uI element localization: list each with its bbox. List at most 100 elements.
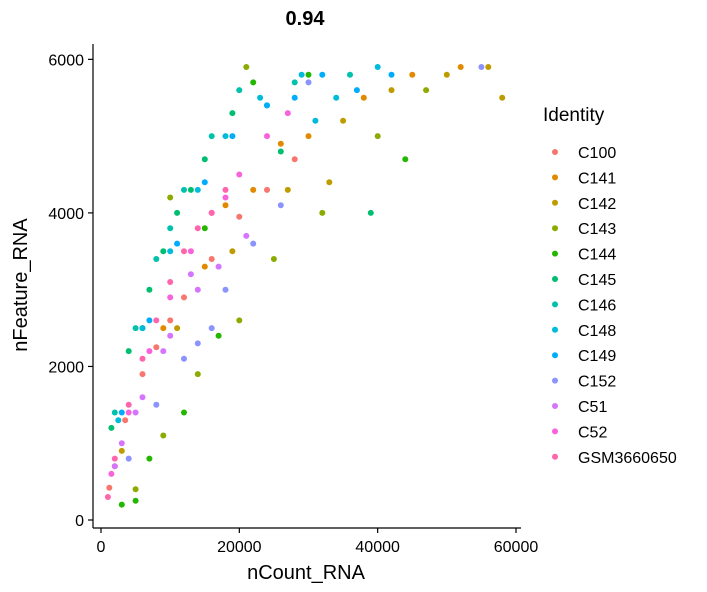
data-point-c100 [167, 317, 174, 324]
data-point-c51 [187, 271, 194, 278]
data-point-c143 [374, 133, 381, 140]
data-point-c145 [277, 148, 284, 155]
data-point-c52 [222, 194, 229, 201]
data-point-c100 [208, 256, 215, 262]
data-point-c52 [284, 110, 291, 117]
points-layer [104, 64, 506, 508]
legend-label-c51: C51 [578, 399, 607, 416]
legend-key-c52 [552, 428, 558, 435]
data-point-gsm3660650 [208, 209, 215, 216]
data-point-c152 [153, 401, 160, 408]
data-point-c144 [181, 409, 187, 416]
data-point-c146 [167, 225, 174, 232]
legend-label-c146: C146 [578, 297, 616, 314]
data-point-c52 [264, 133, 270, 140]
data-point-c152 [250, 240, 257, 247]
data-point-gsm3660650 [111, 455, 118, 462]
data-point-c144 [215, 332, 222, 339]
data-point-c100 [106, 484, 113, 491]
data-point-c149 [388, 71, 395, 78]
data-point-c144 [118, 501, 125, 508]
legend-key-c149 [552, 352, 558, 359]
legend-label-c52: C52 [578, 424, 607, 441]
data-point-c51 [194, 286, 201, 293]
data-point-c148 [167, 248, 174, 255]
data-point-c100 [236, 213, 243, 220]
data-point-c142 [443, 71, 450, 78]
data-point-c141 [160, 325, 167, 332]
data-point-c145 [187, 186, 194, 193]
data-point-c148 [139, 325, 146, 332]
data-point-gsm3660650 [153, 317, 160, 324]
data-point-c146 [111, 409, 118, 416]
data-point-c146 [153, 256, 160, 262]
data-point-c143 [319, 209, 326, 216]
y-tick-label: 2000 [48, 359, 84, 376]
data-point-c142 [284, 186, 291, 193]
data-point-c145 [367, 209, 374, 216]
legend-key-c143 [552, 225, 558, 232]
data-point-c142 [229, 248, 236, 255]
legend-key-gsm3660650 [552, 453, 558, 460]
data-point-c141 [305, 133, 312, 140]
legend-key-c148 [552, 326, 558, 333]
legend-key-c100 [552, 149, 558, 155]
y-tick-label: 4000 [48, 206, 84, 223]
data-point-c149 [291, 94, 298, 101]
data-point-c152 [125, 455, 132, 462]
data-point-c100 [153, 344, 160, 351]
legend-key-c51 [552, 403, 558, 409]
data-point-gsm3660650 [181, 248, 187, 255]
data-point-c142 [499, 94, 506, 101]
data-point-c141 [222, 202, 229, 209]
data-point-gsm3660650 [194, 225, 201, 232]
data-point-c152 [181, 355, 187, 362]
data-point-c146 [291, 79, 298, 86]
legend-key-c141 [552, 174, 558, 181]
legend-label-c144: C144 [578, 247, 616, 264]
data-point-c141 [457, 64, 464, 70]
data-point-c143 [132, 486, 139, 493]
y-tick-label: 0 [75, 513, 84, 530]
data-point-c145 [160, 248, 167, 255]
data-point-c51 [111, 463, 118, 470]
data-point-c144 [132, 497, 139, 504]
data-point-c141 [201, 263, 208, 270]
data-point-c142 [326, 179, 333, 186]
data-point-c52 [108, 470, 115, 477]
x-tick-label: 20000 [217, 539, 262, 556]
data-point-c142 [388, 87, 395, 94]
data-point-c141 [250, 186, 257, 193]
data-point-c148 [194, 186, 201, 193]
data-point-c100 [264, 186, 270, 193]
legend-key-c144 [552, 250, 558, 257]
data-point-c148 [312, 117, 319, 124]
x-tick-label: 60000 [494, 539, 539, 556]
data-point-c144 [250, 79, 257, 86]
data-point-c148 [298, 71, 305, 78]
legend-label-c148: C148 [578, 323, 616, 340]
data-point-c51 [215, 263, 222, 270]
data-point-c144 [201, 225, 208, 232]
data-point-c145 [146, 286, 153, 293]
legend-label-c149: C149 [578, 348, 616, 365]
data-point-c152 [277, 202, 284, 209]
data-point-c146 [181, 186, 187, 193]
data-point-c144 [305, 71, 312, 78]
data-point-c143 [194, 371, 201, 378]
data-point-c144 [402, 156, 409, 163]
legend-label-c145: C145 [578, 272, 616, 289]
data-point-c142 [485, 64, 492, 70]
legend-key-c142 [552, 199, 558, 206]
data-point-c141 [360, 94, 367, 101]
data-point-c149 [229, 133, 236, 140]
data-point-c51 [132, 409, 139, 416]
data-point-gsm3660650 [139, 355, 146, 362]
data-point-gsm3660650 [167, 279, 174, 285]
data-point-c142 [340, 117, 347, 124]
data-point-c149 [264, 102, 270, 109]
data-point-c152 [305, 79, 312, 86]
data-point-c149 [118, 409, 125, 416]
data-point-c145 [174, 209, 181, 216]
data-point-c141 [277, 140, 284, 147]
